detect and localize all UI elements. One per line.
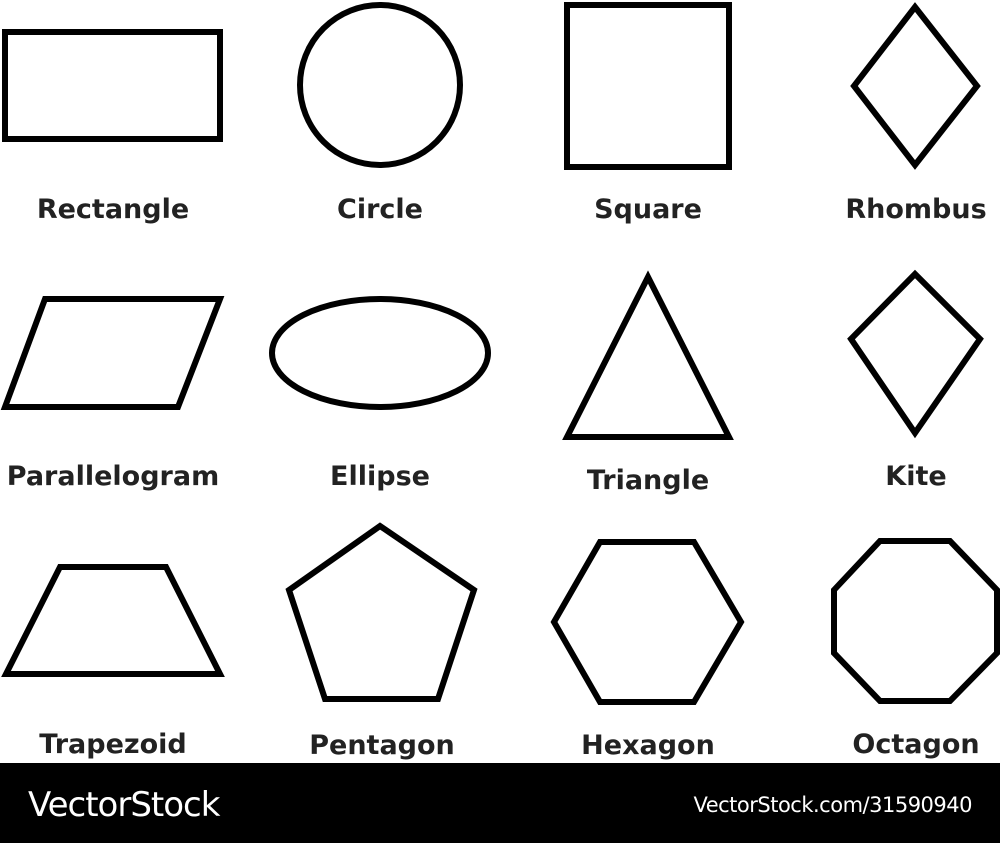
stock-image-id: VectorStock.com/31590940 <box>693 793 972 817</box>
triangle-label: Triangle <box>586 465 710 496</box>
parallelogram-shape <box>0 296 225 410</box>
ellipse-shape <box>269 296 491 410</box>
watermark-footer: VectorStock VectorStock.com/31590940 <box>0 763 1000 843</box>
parallelogram-label: Parallelogram <box>6 461 220 492</box>
square-shape <box>564 2 732 170</box>
rectangle-shape <box>2 29 223 142</box>
rhombus-label: Rhombus <box>845 194 987 225</box>
circle-shape <box>297 2 463 168</box>
hexagon-shape <box>550 539 745 705</box>
kite-shape <box>847 269 984 439</box>
circle-label: Circle <box>337 194 423 225</box>
hexagon-label: Hexagon <box>581 730 715 761</box>
pentagon-label: Pentagon <box>309 730 455 761</box>
rhombus-shape <box>850 2 981 170</box>
shapes-diagram <box>0 2 1000 705</box>
triangle-shape <box>562 270 734 440</box>
pentagon-shape <box>285 522 478 702</box>
vectorstock-logo: VectorStock <box>28 785 220 825</box>
trapezoid-shape <box>1 564 225 677</box>
octagon-label: Octagon <box>852 729 980 760</box>
trapezoid-label: Trapezoid <box>39 729 187 760</box>
ellipse-label: Ellipse <box>330 461 430 492</box>
square-label: Square <box>594 194 702 225</box>
rectangle-label: Rectangle <box>36 194 190 225</box>
kite-label: Kite <box>885 461 947 492</box>
octagon-shape <box>831 538 1000 704</box>
